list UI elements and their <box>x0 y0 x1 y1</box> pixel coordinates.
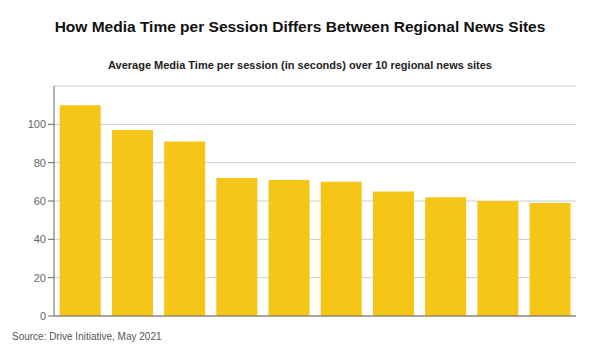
svg-text:80: 80 <box>34 157 46 169</box>
html-text:Average Media Time per session: Average Media Time per session (in secon… <box>108 59 492 71</box>
svg-text:100: 100 <box>28 118 46 130</box>
svg-text:60: 60 <box>34 195 46 207</box>
html-text:How Media Time per Session Dif: How Media Time per Session Differs Betwe… <box>54 18 546 35</box>
svg-text:40: 40 <box>34 233 46 245</box>
svg-text:20: 20 <box>34 272 46 284</box>
html-text:Source: Drive Initiative, May: Source: Drive Initiative, May 2021 <box>12 330 162 342</box>
svg-text:0: 0 <box>40 310 46 322</box>
